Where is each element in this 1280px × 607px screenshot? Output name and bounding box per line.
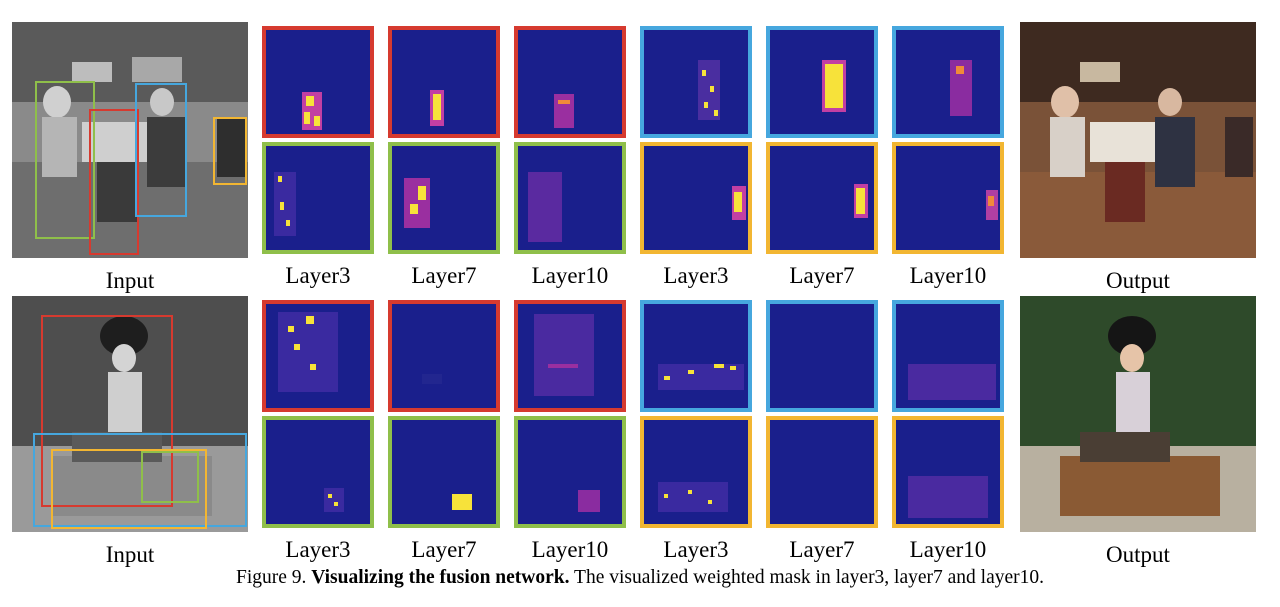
bbox-blue [33, 433, 247, 527]
mask-r1-blue-layer3 [640, 26, 752, 138]
mask-r1-red-layer3 [262, 26, 374, 138]
layer-label: Layer7 [789, 263, 855, 288]
bbox-yellow [51, 449, 207, 529]
input-label: Input [105, 542, 155, 567]
mask-r1-blue-layer7 [766, 26, 878, 138]
mask-r2-yellow-layer10 [892, 416, 1004, 528]
mask-r2-blue-layer3 [640, 300, 752, 412]
mask-r1-blue-layer10 [892, 26, 1004, 138]
mask-r2-green-layer7 [388, 416, 500, 528]
output-image-horse-rider [1020, 296, 1256, 532]
mask-r2-blue-layer10 [892, 300, 1004, 412]
figure-description: The visualized weighted mask in layer3, … [574, 567, 1045, 588]
mask-r2-red-layer7 [388, 300, 500, 412]
mask-r2-yellow-layer3 [640, 416, 752, 528]
layer-label: Layer10 [909, 263, 987, 288]
figure-caption: Figure 9. Visualizing the fusion network… [0, 567, 1280, 589]
bbox-green [141, 451, 199, 503]
layer-label: Layer10 [531, 263, 609, 288]
mask-r2-green-layer3 [262, 416, 374, 528]
layer-label: Layer3 [663, 263, 729, 288]
input-image-horse-rider [12, 296, 248, 532]
bbox-blue [135, 83, 187, 217]
bbox-yellow [213, 117, 247, 185]
bbox-red [41, 315, 173, 507]
input-image-restaurant [12, 22, 248, 258]
mask-r2-green-layer10 [514, 416, 626, 528]
mask-r1-green-layer7 [388, 142, 500, 254]
input-label: Input [105, 268, 155, 293]
layer-label: Layer7 [789, 537, 855, 562]
layer-label: Layer10 [909, 537, 987, 562]
mask-r2-blue-layer7 [766, 300, 878, 412]
mask-r1-yellow-layer10 [892, 142, 1004, 254]
mask-r1-yellow-layer7 [766, 142, 878, 254]
mask-r1-red-layer10 [514, 26, 626, 138]
figure-number: Figure 9. [235, 567, 307, 588]
mask-r2-red-layer10 [514, 300, 626, 412]
bbox-green [35, 81, 95, 239]
mask-r1-green-layer10 [514, 142, 626, 254]
layer-label: Layer3 [285, 263, 351, 288]
output-label: Output [1106, 268, 1170, 293]
layer-label: Layer10 [531, 537, 609, 562]
mask-r1-yellow-layer3 [640, 142, 752, 254]
mask-r1-red-layer7 [388, 26, 500, 138]
output-label: Output [1106, 542, 1170, 567]
bbox-red [89, 109, 139, 255]
output-image-restaurant [1020, 22, 1256, 258]
layer-label: Layer7 [411, 537, 477, 562]
mask-r2-red-layer3 [262, 300, 374, 412]
mask-r1-green-layer3 [262, 142, 374, 254]
figure-title: Visualizing the fusion network. [311, 567, 570, 588]
mask-r2-yellow-layer7 [766, 416, 878, 528]
layer-label: Layer7 [411, 263, 477, 288]
layer-label: Layer3 [285, 537, 351, 562]
layer-label: Layer3 [663, 537, 729, 562]
